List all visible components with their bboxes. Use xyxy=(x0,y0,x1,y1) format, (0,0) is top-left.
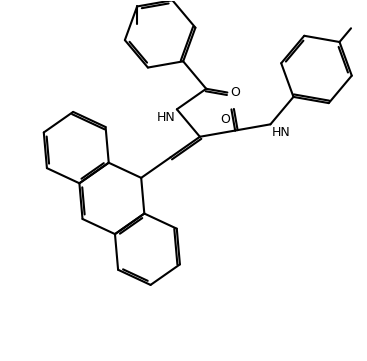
Text: O: O xyxy=(230,86,240,99)
Text: HN: HN xyxy=(272,126,291,139)
Text: HN: HN xyxy=(156,111,175,124)
Text: O: O xyxy=(220,113,230,126)
